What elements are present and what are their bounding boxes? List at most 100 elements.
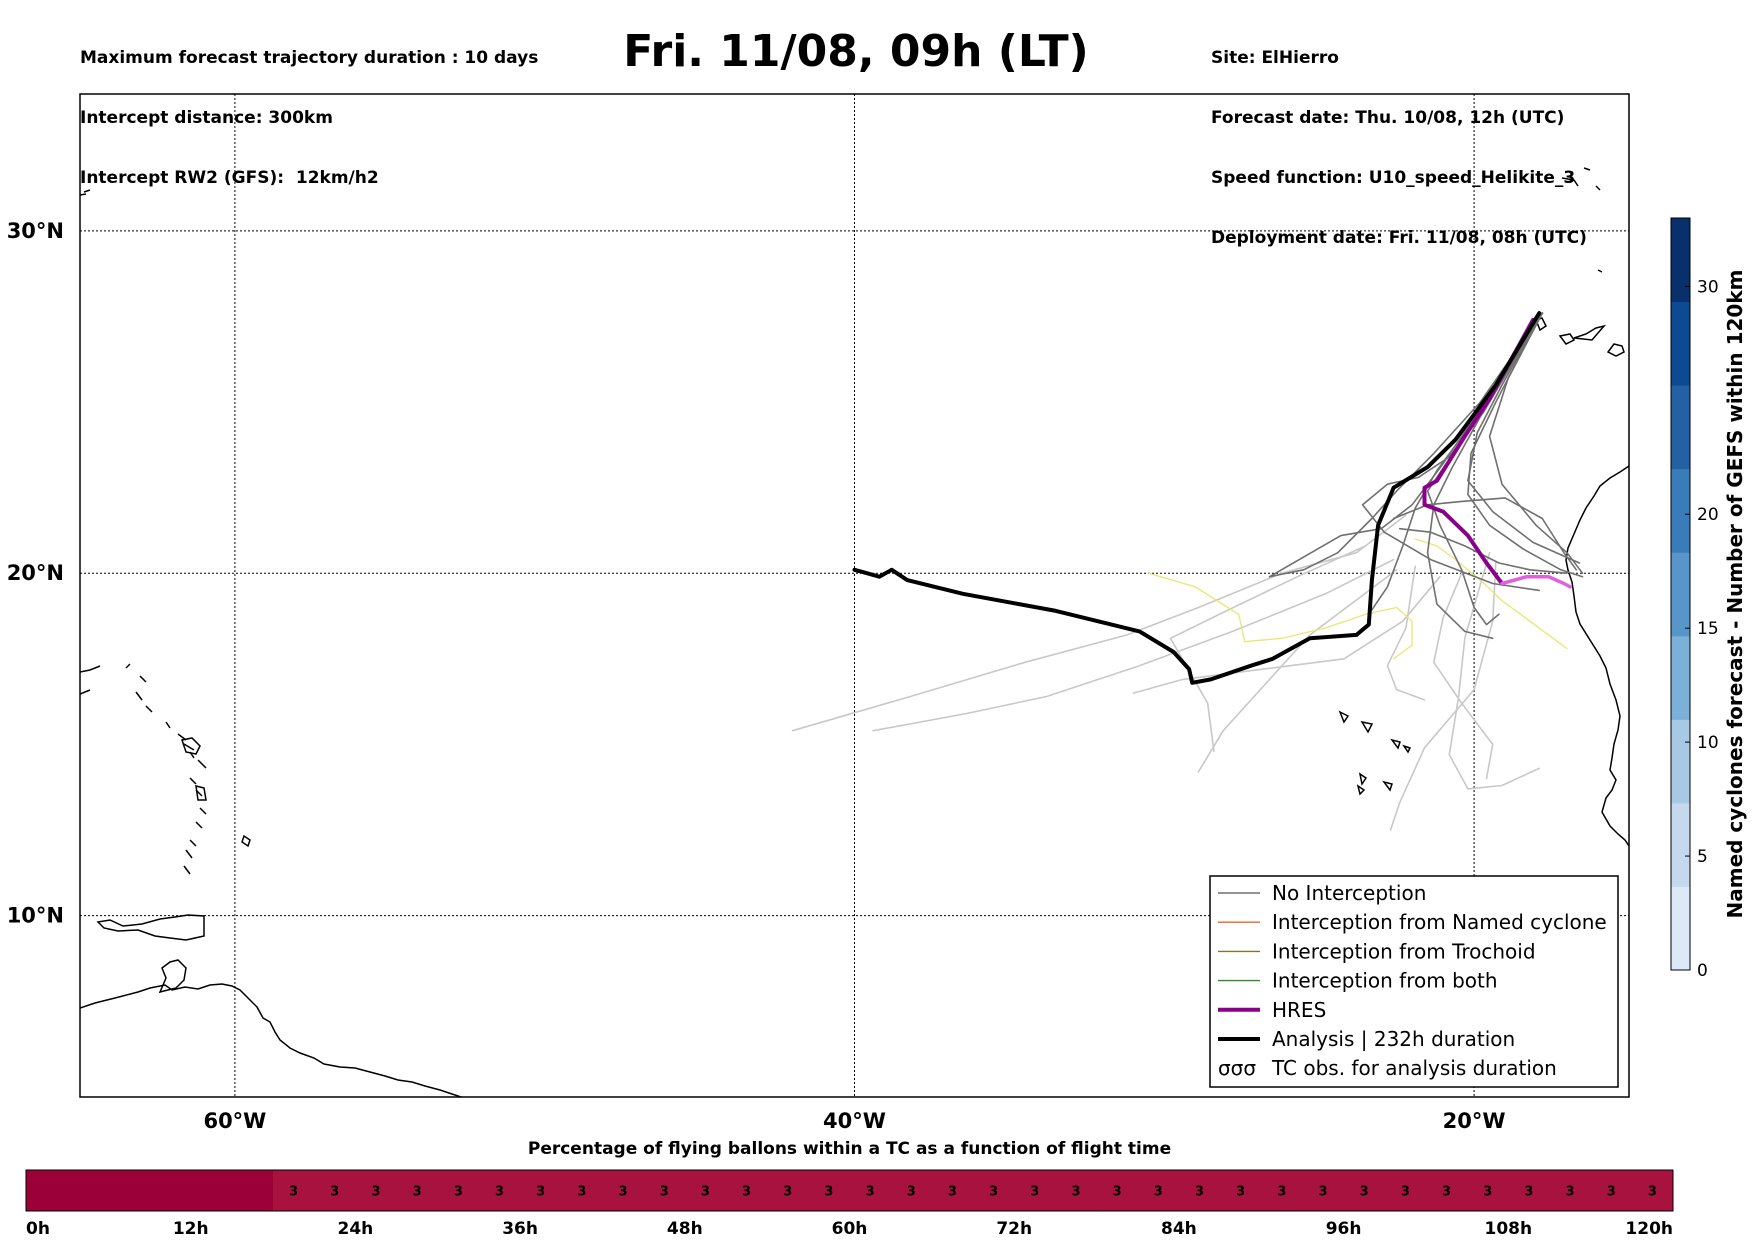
colorbar-segment xyxy=(1671,635,1690,720)
flight-bar-cell xyxy=(437,1170,480,1211)
martinique xyxy=(195,785,207,801)
track-none xyxy=(1426,312,1544,640)
flight-bar-tick-label: 36h xyxy=(502,1219,538,1239)
flight-bar-frame xyxy=(25,1169,1674,1212)
flight-bar-value: 3 xyxy=(783,1185,792,1200)
colorbar-segment xyxy=(1671,719,1690,804)
deployment-date-text: Deployment date: Fri. 11/08, 08h (UTC) xyxy=(1211,228,1587,248)
flight-bar-tick-label: 72h xyxy=(996,1219,1032,1239)
south-america-coast xyxy=(80,983,464,1097)
flight-bar-value: 3 xyxy=(1030,1185,1039,1200)
flight-bar-value: 3 xyxy=(1277,1185,1286,1200)
flight-bar-value: 3 xyxy=(989,1185,998,1200)
colorbar-segment xyxy=(1671,385,1690,470)
flight-bar-tick-label: 24h xyxy=(338,1219,374,1239)
track-yellow xyxy=(1148,572,1413,660)
x-tick-label: 40°W xyxy=(823,1109,886,1133)
flight-bar-cell xyxy=(643,1170,686,1211)
flight-bar-tick-label: 60h xyxy=(832,1219,868,1239)
page-title: Fri. 11/08, 09h (LT) xyxy=(623,26,1089,77)
flight-bar-cell xyxy=(1096,1170,1139,1211)
venezuela-north-coast xyxy=(96,914,205,941)
flight-bar-cell xyxy=(1343,1170,1386,1211)
flight-bar-cell xyxy=(973,1170,1015,1211)
flight-bar-cell xyxy=(1137,1170,1180,1211)
flight-bar-value: 3 xyxy=(454,1185,463,1200)
colorbar-segment xyxy=(1671,802,1690,887)
flight-bar-value: 3 xyxy=(1195,1185,1204,1200)
flight-bar-cell xyxy=(231,1170,274,1211)
max-duration-text: Maximum forecast trajectory duration : 1… xyxy=(80,48,539,68)
flight-bar-value: 3 xyxy=(1483,1185,1492,1200)
flight-bar-cell xyxy=(190,1170,233,1211)
flight-bar-cell xyxy=(1302,1170,1344,1211)
flight-bar-value: 3 xyxy=(660,1185,669,1200)
flight-bar-cell xyxy=(1261,1170,1303,1211)
flight-bar-value: 3 xyxy=(536,1185,545,1200)
trajectory-tracks xyxy=(791,311,1584,831)
x-tick-labels: 60°W 40°W 20°W xyxy=(203,1109,1505,1133)
track-light xyxy=(1386,565,1426,701)
colorbar-tick-label: 30 xyxy=(1697,277,1719,297)
flight-bar-cell xyxy=(314,1170,356,1211)
speed-function-text: Speed function: U10_speed_Helikite_3 xyxy=(1211,168,1576,188)
flight-bar-tick-label: 84h xyxy=(1161,1219,1197,1239)
flight-time-bar: Percentage of flying ballons within a TC… xyxy=(25,1139,1674,1239)
x-tick-label: 60°W xyxy=(203,1109,266,1133)
flight-bar-value: 3 xyxy=(907,1185,916,1200)
colorbar-segment xyxy=(1671,468,1690,553)
flight-bar-cell xyxy=(890,1170,933,1211)
legend-label: Analysis | 232h duration xyxy=(1272,1027,1515,1051)
flight-bar-tick-label: 96h xyxy=(1326,1219,1362,1239)
colorbar-frame xyxy=(1670,217,1691,971)
flight-bar-cell xyxy=(1425,1170,1468,1211)
flight-bar-cell xyxy=(1220,1170,1262,1211)
cape-verde-islands xyxy=(1338,710,1412,796)
flight-bar-cell xyxy=(684,1170,727,1211)
legend-box xyxy=(1209,875,1619,1088)
flight-bar-tick-label: 108h xyxy=(1485,1219,1533,1239)
flight-bar-cell xyxy=(602,1170,645,1211)
colorbar-tick-label: 20 xyxy=(1697,505,1719,525)
flight-bar-value: 3 xyxy=(371,1185,380,1200)
flight-bar-cell xyxy=(849,1170,892,1211)
legend-label: TC obs. for analysis duration xyxy=(1271,1056,1557,1080)
flight-bar-cell xyxy=(1467,1170,1509,1211)
flight-bar-value: 3 xyxy=(577,1185,586,1200)
track-light xyxy=(1169,545,1367,753)
flight-bar-title: Percentage of flying ballons within a TC… xyxy=(528,1139,1171,1159)
y-tick-labels: 10°N 20°N 30°N xyxy=(7,219,64,928)
legend-tc-symbol-icon: σσσ xyxy=(1218,1056,1256,1080)
track-yellow xyxy=(1414,538,1568,650)
flight-bar-value: 3 xyxy=(701,1185,710,1200)
track-none xyxy=(1467,312,1581,564)
bermuda xyxy=(80,189,91,196)
flight-bar-cell xyxy=(1631,1170,1674,1211)
legend-label: HRES xyxy=(1272,998,1326,1022)
flight-bar-value: 3 xyxy=(824,1185,833,1200)
flight-bar-cell xyxy=(26,1170,68,1211)
flight-bar-cell xyxy=(273,1170,315,1211)
flight-bar-cell xyxy=(355,1170,397,1211)
track-analysis xyxy=(852,311,1542,685)
track-light xyxy=(872,558,1395,732)
flight-bar-value: 3 xyxy=(1360,1185,1369,1200)
track-light xyxy=(1433,572,1494,780)
track-light xyxy=(1389,562,1497,831)
colorbar-segment xyxy=(1671,218,1690,303)
colorbar-segment xyxy=(1671,301,1690,386)
track-light xyxy=(1132,575,1441,694)
flight-bar-cell xyxy=(1384,1170,1427,1211)
flight-bar-value: 3 xyxy=(1607,1185,1616,1200)
colorbar-tick-label: 15 xyxy=(1697,619,1719,639)
colorbar-tick-label: 0 xyxy=(1697,961,1708,981)
guadeloupe xyxy=(181,737,201,755)
flight-bar-value: 3 xyxy=(619,1185,628,1200)
flight-bar-value: 3 xyxy=(1113,1185,1122,1200)
flight-bar-cell xyxy=(478,1170,521,1211)
flight-bar-cell xyxy=(767,1170,809,1211)
site-text: Site: ElHierro xyxy=(1211,48,1339,68)
madeira xyxy=(1597,269,1603,273)
flight-bar-cell xyxy=(1014,1170,1056,1211)
